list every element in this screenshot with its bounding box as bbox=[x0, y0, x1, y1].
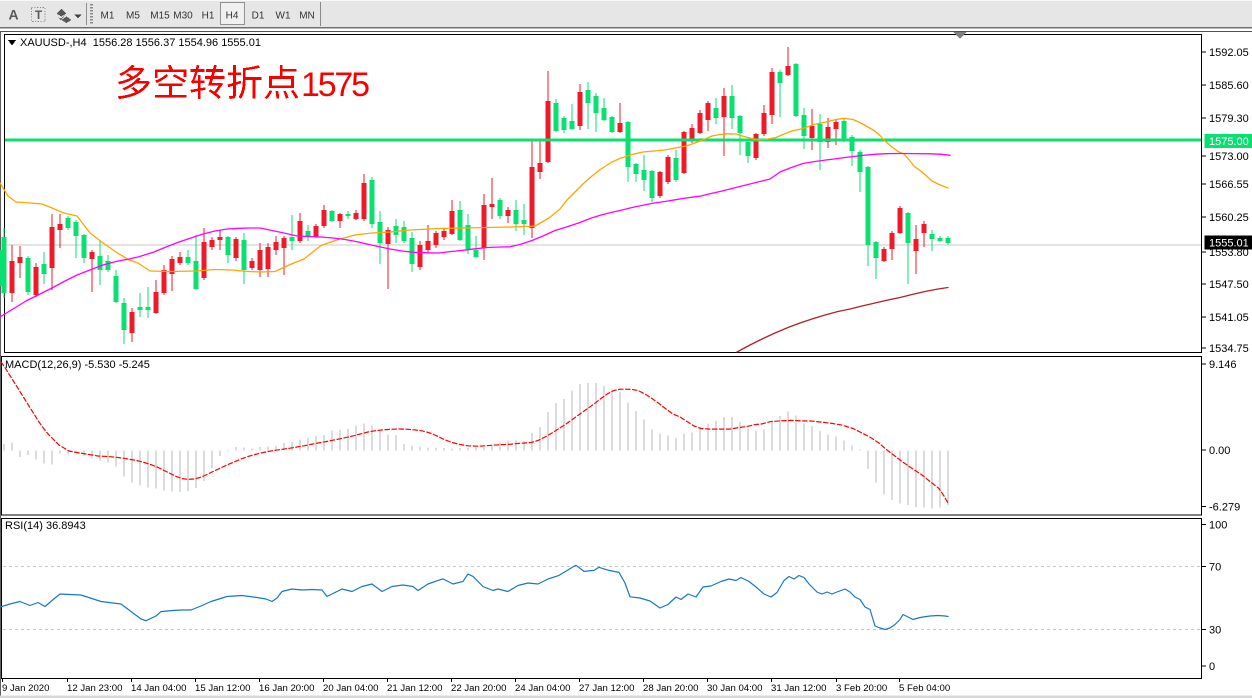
svg-text:14 Jan 04:00: 14 Jan 04:00 bbox=[131, 683, 186, 694]
svg-text:28 Jan 20:00: 28 Jan 20:00 bbox=[643, 683, 698, 694]
svg-text:5 Feb 04:00: 5 Feb 04:00 bbox=[899, 683, 950, 694]
svg-text:31 Jan 12:00: 31 Jan 12:00 bbox=[771, 683, 826, 694]
svg-text:16 Jan 20:00: 16 Jan 20:00 bbox=[259, 683, 314, 694]
svg-text:0: 0 bbox=[1209, 661, 1215, 673]
svg-text:M15: M15 bbox=[150, 11, 170, 22]
svg-text:22 Jan 20:00: 22 Jan 20:00 bbox=[451, 683, 506, 694]
svg-text:M30: M30 bbox=[173, 11, 193, 22]
svg-text:1560.25: 1560.25 bbox=[1209, 212, 1249, 224]
svg-text:M5: M5 bbox=[126, 11, 140, 22]
svg-text:XAUUSD-,H4 1556.28 1556.37 15: XAUUSD-,H4 1556.28 1556.37 1554.96 1555.… bbox=[20, 37, 261, 49]
svg-text:T: T bbox=[35, 8, 43, 22]
svg-text:1555.01: 1555.01 bbox=[1209, 238, 1249, 250]
svg-text:9 Jan 2020: 9 Jan 2020 bbox=[2, 683, 49, 694]
svg-text:27 Jan 12:00: 27 Jan 12:00 bbox=[579, 683, 634, 694]
svg-text:MN: MN bbox=[299, 11, 315, 22]
svg-text:3 Feb 20:00: 3 Feb 20:00 bbox=[836, 683, 887, 694]
svg-text:100: 100 bbox=[1209, 520, 1227, 532]
svg-text:15 Jan 12:00: 15 Jan 12:00 bbox=[195, 683, 250, 694]
svg-text:1553.80: 1553.80 bbox=[1209, 247, 1249, 259]
svg-text:H1: H1 bbox=[202, 11, 215, 22]
svg-text:RSI(14) 36.8943: RSI(14) 36.8943 bbox=[5, 520, 86, 532]
svg-text:D1: D1 bbox=[252, 11, 265, 22]
svg-text:1579.30: 1579.30 bbox=[1209, 113, 1249, 125]
svg-text:24 Jan 04:00: 24 Jan 04:00 bbox=[515, 683, 570, 694]
svg-text:0.00: 0.00 bbox=[1209, 445, 1230, 457]
svg-text:12 Jan 23:00: 12 Jan 23:00 bbox=[67, 683, 122, 694]
svg-text:H4: H4 bbox=[226, 11, 239, 22]
svg-text:MACD(12,26,9) -5.530 -5.245: MACD(12,26,9) -5.530 -5.245 bbox=[5, 359, 150, 371]
svg-text:A: A bbox=[8, 7, 18, 23]
svg-text:9.146: 9.146 bbox=[1209, 359, 1237, 371]
svg-text:-6.279: -6.279 bbox=[1209, 502, 1240, 514]
svg-text:M1: M1 bbox=[101, 11, 115, 22]
svg-text:30 Jan 04:00: 30 Jan 04:00 bbox=[707, 683, 762, 694]
svg-text:30: 30 bbox=[1209, 625, 1221, 637]
svg-text:W1: W1 bbox=[276, 11, 291, 22]
svg-text:70: 70 bbox=[1209, 562, 1221, 574]
svg-text:1541.05: 1541.05 bbox=[1209, 312, 1249, 324]
svg-text:1585.60: 1585.60 bbox=[1209, 80, 1249, 92]
svg-text:1547.50: 1547.50 bbox=[1209, 279, 1249, 291]
svg-text:1592.05: 1592.05 bbox=[1209, 47, 1249, 59]
svg-text:1534.75: 1534.75 bbox=[1209, 343, 1249, 355]
svg-text:1575: 1575 bbox=[301, 66, 369, 104]
svg-text:21 Jan 12:00: 21 Jan 12:00 bbox=[387, 683, 442, 694]
svg-text:20 Jan 04:00: 20 Jan 04:00 bbox=[323, 683, 378, 694]
svg-text:1575.00: 1575.00 bbox=[1209, 136, 1249, 148]
svg-text:1566.55: 1566.55 bbox=[1209, 179, 1249, 191]
svg-text:1573.00: 1573.00 bbox=[1209, 151, 1249, 163]
